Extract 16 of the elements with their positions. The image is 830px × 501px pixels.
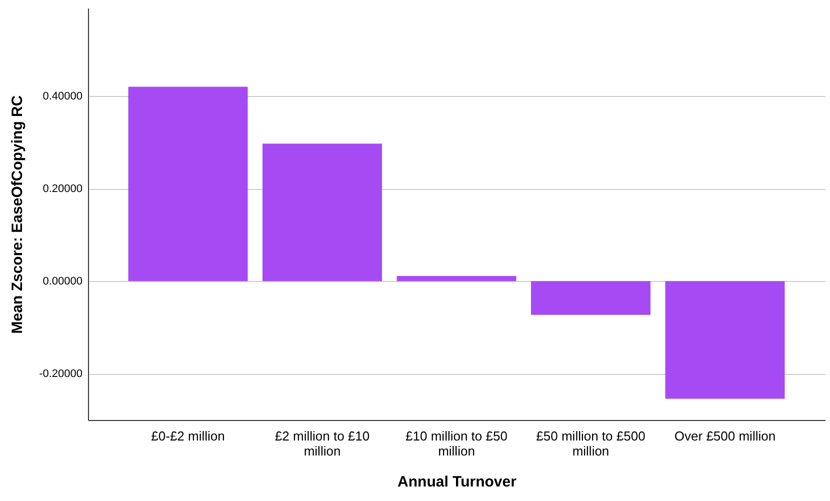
y-tick-label: 0.40000 [42, 90, 82, 102]
bar [128, 86, 248, 282]
x-tick-label: £50 million to £500 million [536, 428, 646, 458]
x-tick-label: £10 million to £50 million [406, 428, 508, 458]
bar [665, 281, 785, 399]
y-tick-label: 0.00000 [42, 276, 82, 288]
bar [262, 144, 382, 282]
y-tick-label: 0.20000 [42, 183, 82, 196]
bar [531, 281, 650, 315]
bar [396, 276, 516, 282]
x-tick-label: £0-£2 million [151, 428, 225, 444]
x-tick-label: £2 million to £10 million [274, 428, 370, 458]
x-tick-label: Over £500 million [674, 428, 776, 444]
y-tick-label: -0.20000 [39, 368, 82, 380]
x-axis-title: Annual Turnover [398, 474, 517, 490]
y-axis-title: Mean Zscore: EaseOfCopying RC [9, 95, 26, 334]
